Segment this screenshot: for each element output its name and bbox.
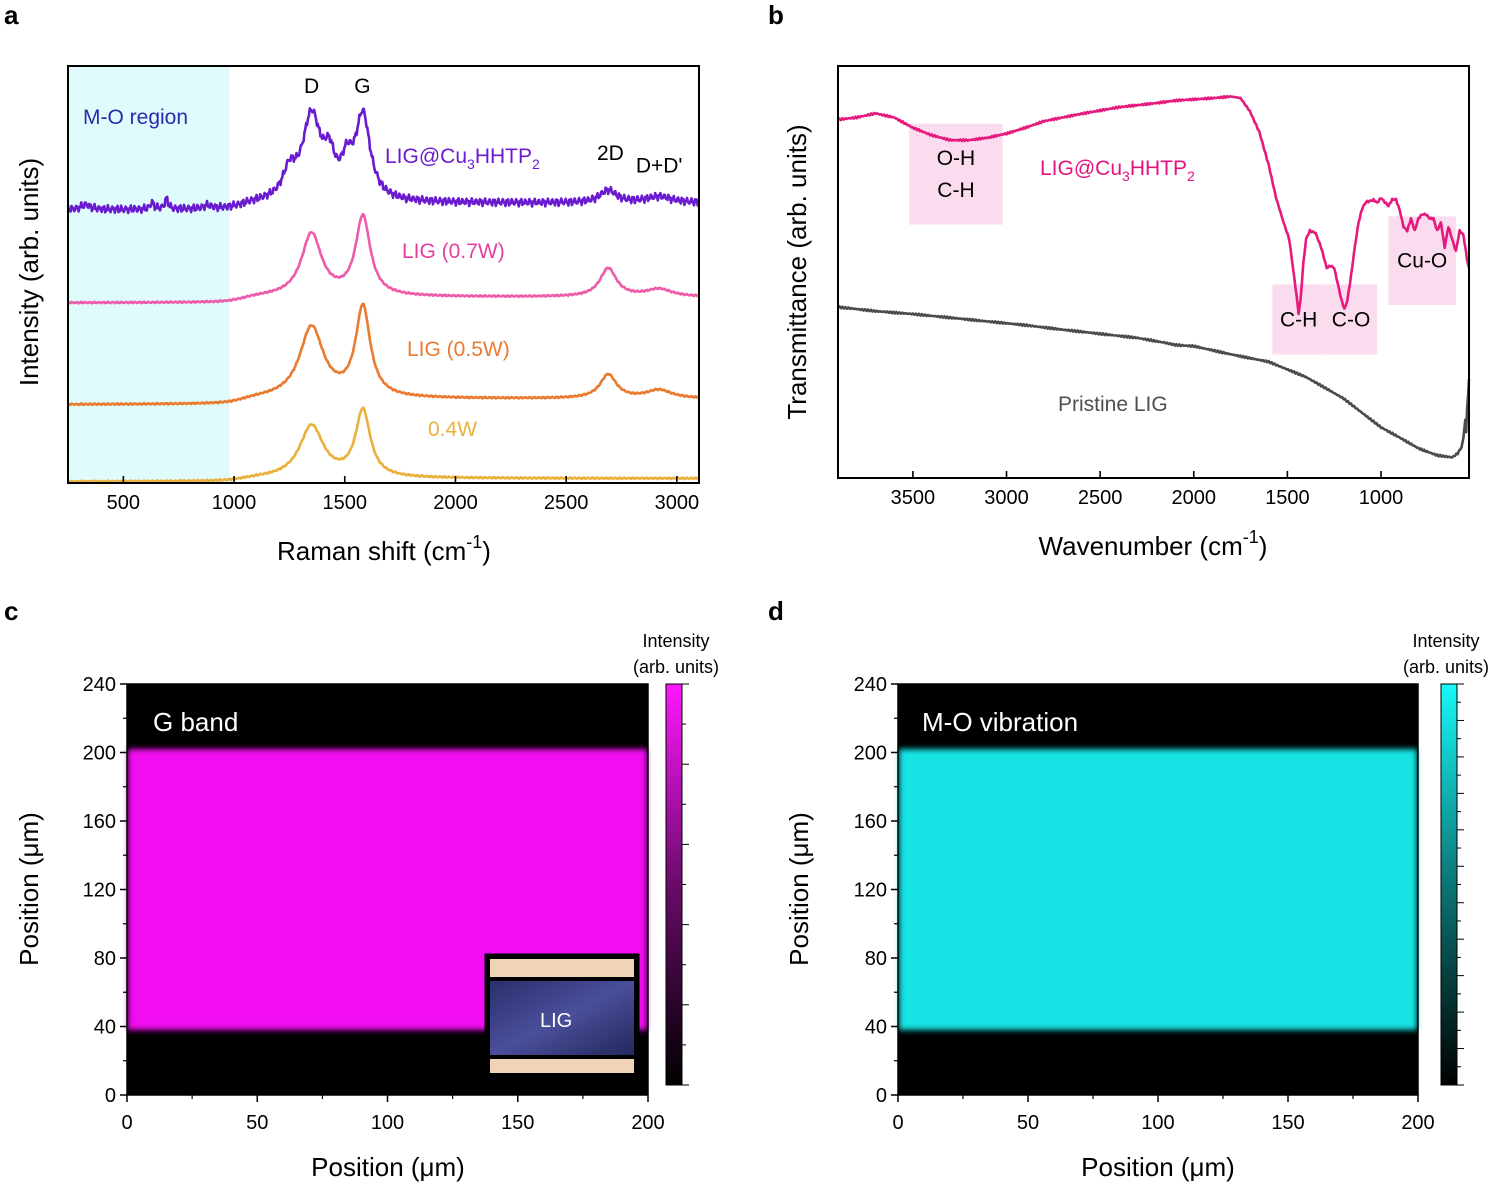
colorbar-title-line2: (arb. units) <box>633 657 719 677</box>
intensity-band <box>899 749 1417 1030</box>
x-tick-label: 150 <box>1271 1112 1304 1134</box>
series-line-lig-cu3hhtp2 <box>836 94 1471 316</box>
peak-label-d-d: D+D' <box>636 154 683 177</box>
x-tick-label: 0 <box>121 1112 132 1134</box>
x-tick-label: 3500 <box>891 487 936 509</box>
optical-inset: LIG <box>484 953 640 1079</box>
y-tick-label: 120 <box>854 880 887 902</box>
series-label-0-4w: 0.4W <box>428 418 477 441</box>
series-line-lig-0-7w <box>66 212 700 305</box>
y-tick-label: 0 <box>876 1085 887 1107</box>
x-axis-title: Position (μm) <box>311 1152 465 1182</box>
x-tick-label: 2500 <box>544 492 589 514</box>
x-tick-label: 2000 <box>1172 487 1217 509</box>
y-tick-label: 40 <box>865 1017 887 1039</box>
series-label-pristine-lig: Pristine LIG <box>1058 393 1168 416</box>
panel-label-d: d <box>768 596 784 626</box>
panel-label-a: a <box>4 0 19 30</box>
series-line-pristine-lig <box>837 305 1471 459</box>
x-axis-title: Raman shift (cm-1) <box>277 532 491 566</box>
y-tick-label: 0 <box>105 1085 116 1107</box>
band-label-c-h: C-H <box>937 179 974 202</box>
band-label-cu-o: Cu-O <box>1397 250 1447 273</box>
y-tick-label: 200 <box>854 743 887 765</box>
inset-label: LIG <box>540 1010 572 1032</box>
map-title: G band <box>153 707 238 737</box>
x-tick-label: 0 <box>892 1112 903 1134</box>
y-axis-title: Transmittance (arb. units) <box>782 124 812 419</box>
x-tick-label: 50 <box>1017 1112 1039 1134</box>
plot-frame <box>67 65 700 484</box>
x-tick-label: 1000 <box>212 492 257 514</box>
x-tick-label: 100 <box>1141 1112 1174 1134</box>
plot-frame <box>837 65 1470 479</box>
x-axis-title: Position (μm) <box>1081 1152 1235 1182</box>
panel-label-b: b <box>768 0 784 30</box>
peak-label-2d: 2D <box>597 142 624 165</box>
band-label-o-h: O-H <box>937 147 976 170</box>
x-tick-label: 3000 <box>655 492 700 514</box>
series-line-lig-cu3hhtp2 <box>66 107 700 215</box>
map-title: M-O vibration <box>922 707 1078 737</box>
raman-spectra-chart: M-O region LIG@Cu3HHTP2 LIG (0.7W) LIG (… <box>14 65 700 566</box>
colorbar <box>665 683 683 1086</box>
series-line-0-4w <box>66 406 700 484</box>
band-box-cu-o <box>1388 216 1456 305</box>
peak-label-d: D <box>304 75 319 98</box>
y-tick-label: 80 <box>865 948 887 970</box>
y-tick-label: 120 <box>83 880 116 902</box>
series-label-lig-0-5w: LIG (0.5W) <box>407 338 510 361</box>
colorbar <box>1440 683 1458 1086</box>
panel-label-c: c <box>4 596 18 626</box>
x-tick-label: 200 <box>1401 1112 1434 1134</box>
m-o-vibration-map: M-O vibration 0 50 100 150 200 0 40 80 120 160 200… <box>784 631 1489 1182</box>
m-o-region-shade <box>68 66 230 483</box>
y-tick-label: 80 <box>94 948 116 970</box>
series-label-lig-0-7w: LIG (0.7W) <box>402 240 505 263</box>
colorbar-title-line2: (arb. units) <box>1403 657 1489 677</box>
y-tick-label: 240 <box>83 674 116 696</box>
m-o-region-label: M-O region <box>83 106 188 129</box>
peak-label-g: G <box>354 75 370 98</box>
x-tick-label: 1500 <box>1265 487 1310 509</box>
g-band-map: G band LIG 0 50 100 150 200 0 40 80 120 160 200 240… <box>14 631 719 1182</box>
y-tick-label: 160 <box>854 811 887 833</box>
series-label-lig-cu3hhtp2: LIG@Cu3HHTP2 <box>385 145 540 172</box>
x-tick-label: 1500 <box>323 492 368 514</box>
x-tick-label: 3000 <box>984 487 1029 509</box>
y-axis-title: Position (μm) <box>14 812 44 966</box>
band-label-c-o: C-O <box>1332 308 1371 331</box>
band-box-c-o <box>1324 284 1378 355</box>
x-axis-title: Wavenumber (cm-1) <box>1039 527 1268 561</box>
y-tick-label: 160 <box>83 811 116 833</box>
x-tick-label: 2000 <box>433 492 478 514</box>
series-line-lig-0-5w <box>66 302 700 407</box>
y-axis-title: Intensity (arb. units) <box>14 158 44 386</box>
y-axis-title: Position (μm) <box>784 812 814 966</box>
x-tick-label: 500 <box>107 492 140 514</box>
band-box-c-h <box>1272 284 1325 355</box>
ftir-spectra-chart: O-H C-H C-H C-O Cu-O LIG@Cu3HHTP2 Pristine L… <box>782 65 1471 561</box>
colorbar-title-line1: Intensity <box>1412 631 1479 651</box>
x-tick-label: 1000 <box>1359 487 1404 509</box>
y-tick-label: 240 <box>854 674 887 696</box>
y-tick-label: 200 <box>83 743 116 765</box>
colorbar-title-line1: Intensity <box>642 631 709 651</box>
band-label-c-h: C-H <box>1280 308 1317 331</box>
x-tick-label: 150 <box>501 1112 534 1134</box>
series-label-lig-cu3hhtp2-ftir: LIG@Cu3HHTP2 <box>1040 157 1195 184</box>
x-tick-label: 50 <box>246 1112 268 1134</box>
x-tick-label: 2500 <box>1078 487 1123 509</box>
y-tick-label: 40 <box>94 1017 116 1039</box>
x-tick-label: 100 <box>371 1112 404 1134</box>
x-tick-label: 200 <box>631 1112 664 1134</box>
